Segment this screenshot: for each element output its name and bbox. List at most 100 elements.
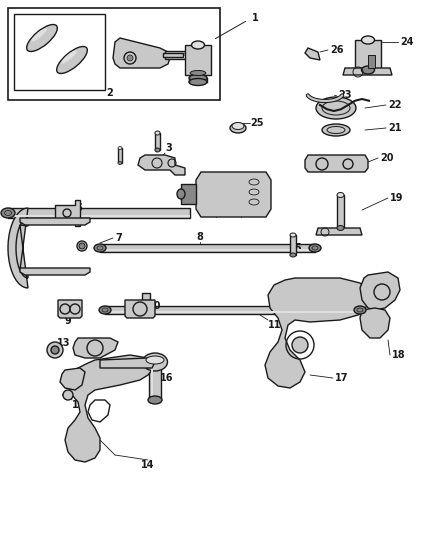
Polygon shape [138, 155, 185, 175]
Text: 15: 15 [72, 400, 85, 410]
Circle shape [124, 52, 136, 64]
Text: 16: 16 [160, 373, 173, 383]
Polygon shape [355, 40, 381, 70]
Ellipse shape [31, 28, 47, 42]
Polygon shape [20, 268, 90, 275]
Polygon shape [58, 300, 82, 318]
Polygon shape [65, 355, 155, 462]
Ellipse shape [177, 189, 185, 199]
Polygon shape [196, 172, 271, 217]
Text: 10: 10 [148, 301, 162, 311]
Polygon shape [8, 208, 190, 218]
Circle shape [127, 55, 133, 61]
Ellipse shape [155, 148, 160, 152]
Ellipse shape [61, 50, 77, 64]
Ellipse shape [97, 246, 103, 250]
Polygon shape [185, 45, 211, 75]
Ellipse shape [316, 97, 356, 119]
Polygon shape [105, 306, 360, 314]
Polygon shape [165, 56, 185, 58]
Ellipse shape [118, 147, 122, 149]
Polygon shape [305, 48, 320, 60]
Polygon shape [100, 249, 315, 251]
Circle shape [77, 241, 87, 251]
Polygon shape [290, 235, 296, 255]
Polygon shape [163, 53, 183, 57]
Text: 3: 3 [165, 143, 172, 153]
Ellipse shape [361, 66, 374, 74]
Polygon shape [163, 55, 183, 56]
Polygon shape [125, 300, 155, 318]
Ellipse shape [146, 356, 164, 364]
Polygon shape [360, 272, 400, 310]
Polygon shape [149, 365, 161, 400]
Polygon shape [151, 365, 153, 400]
Ellipse shape [322, 124, 350, 136]
Text: 21: 21 [388, 123, 402, 133]
Ellipse shape [27, 25, 57, 52]
Ellipse shape [232, 123, 244, 130]
Ellipse shape [4, 211, 11, 215]
Polygon shape [20, 218, 90, 225]
Ellipse shape [312, 246, 318, 250]
Ellipse shape [337, 192, 344, 198]
Polygon shape [265, 278, 370, 388]
Ellipse shape [57, 46, 87, 74]
Ellipse shape [155, 131, 160, 135]
Ellipse shape [191, 41, 205, 49]
Ellipse shape [99, 306, 111, 314]
Polygon shape [181, 184, 196, 204]
Polygon shape [105, 311, 360, 313]
Text: 18: 18 [392, 350, 406, 360]
Text: 6: 6 [75, 203, 82, 213]
Text: 11: 11 [268, 320, 282, 330]
Text: 17: 17 [335, 373, 349, 383]
Polygon shape [368, 55, 375, 68]
Ellipse shape [230, 123, 246, 133]
Circle shape [292, 337, 308, 353]
Ellipse shape [1, 208, 15, 218]
Text: 25: 25 [250, 118, 264, 128]
Ellipse shape [190, 70, 206, 76]
Text: 23: 23 [338, 90, 352, 100]
Ellipse shape [309, 244, 321, 252]
Polygon shape [305, 155, 368, 172]
Text: 7: 7 [115, 233, 122, 243]
Text: 8: 8 [197, 232, 203, 242]
Ellipse shape [290, 253, 296, 257]
Polygon shape [60, 368, 85, 390]
Polygon shape [100, 244, 315, 252]
Text: 26: 26 [330, 45, 343, 55]
Circle shape [63, 390, 73, 400]
Ellipse shape [357, 308, 363, 312]
Text: 20: 20 [380, 153, 393, 163]
Polygon shape [118, 148, 122, 163]
Polygon shape [360, 308, 390, 338]
Polygon shape [100, 358, 155, 368]
Text: 5: 5 [294, 243, 301, 253]
Ellipse shape [189, 75, 207, 82]
Ellipse shape [191, 71, 205, 79]
Circle shape [47, 342, 63, 358]
Text: 24: 24 [400, 37, 413, 47]
Ellipse shape [337, 225, 344, 230]
Polygon shape [8, 208, 28, 288]
Text: 1: 1 [252, 13, 259, 23]
Polygon shape [155, 133, 160, 150]
Polygon shape [113, 38, 170, 68]
Ellipse shape [361, 36, 374, 44]
Ellipse shape [142, 353, 167, 371]
Text: 12: 12 [74, 347, 88, 357]
Polygon shape [165, 51, 185, 59]
Text: 9: 9 [65, 316, 71, 326]
Ellipse shape [118, 161, 122, 165]
Circle shape [51, 346, 59, 354]
Polygon shape [73, 338, 118, 358]
Text: 14: 14 [141, 460, 155, 470]
Text: 2: 2 [106, 88, 113, 98]
Text: 19: 19 [390, 193, 403, 203]
Polygon shape [8, 214, 190, 216]
Ellipse shape [94, 244, 106, 252]
Text: 13: 13 [57, 338, 71, 348]
Ellipse shape [148, 396, 162, 404]
